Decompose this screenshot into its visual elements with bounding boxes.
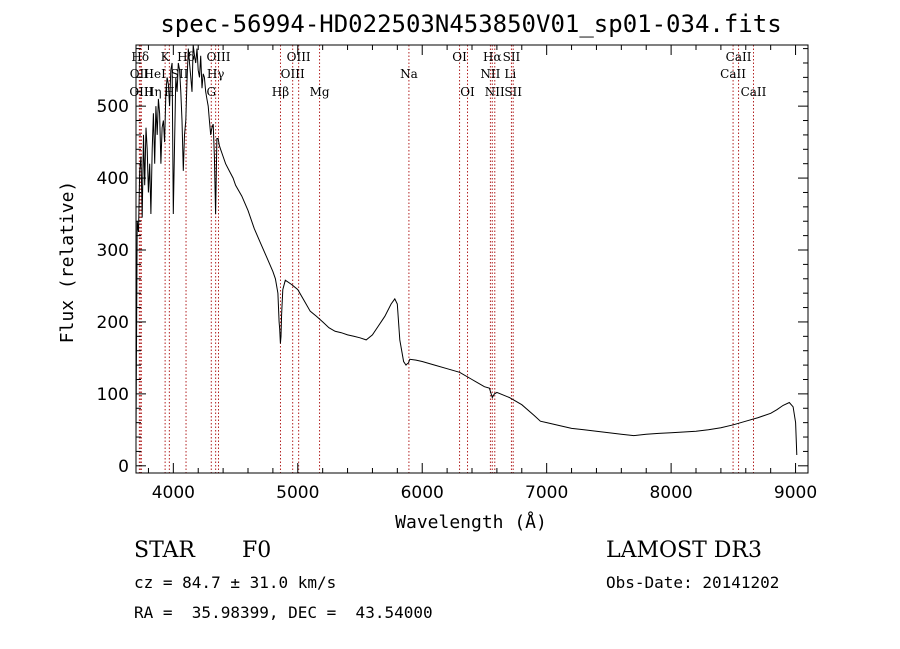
plot-frame <box>135 44 809 474</box>
line-label: Hδ <box>177 50 195 64</box>
y-tick-label: 100 <box>97 385 129 405</box>
line-label: HeI <box>144 67 167 81</box>
line-labels: Hδ OII OIII K HeI Hη SII H Hδ OIII Hγ G OIII OIII Hβ Mg… <box>129 50 766 99</box>
line-label: Hδ <box>131 50 149 64</box>
line-label: Hα <box>483 50 502 64</box>
y-axis-label: Flux (relative) <box>57 181 78 344</box>
axis-ticks: 4000 5000 6000 7000 8000 9000 0 100 200 300 400 500 <box>97 45 817 503</box>
obs-date: Obs-Date: 20141202 <box>606 573 780 592</box>
line-label: Li <box>504 67 516 81</box>
x-tick-label: 6000 <box>401 483 444 503</box>
x-axis-label: Wavelength (Å) <box>395 511 547 533</box>
coordinates: RA = 35.98399, DEC = 43.54000 <box>134 603 433 622</box>
y-tick-label: 300 <box>97 241 129 261</box>
line-label: SII <box>504 85 522 99</box>
line-label: OIII <box>281 67 305 81</box>
line-label: Mg <box>310 85 330 99</box>
cz-value: cz = 84.7 ± 31.0 km/s <box>134 573 337 592</box>
x-tick-label: 7000 <box>525 483 568 503</box>
y-tick-label: 400 <box>97 169 129 189</box>
spectrum-line <box>135 44 798 456</box>
line-label: CaII <box>726 50 752 64</box>
survey-name: LAMOST DR3 <box>606 538 762 563</box>
x-tick-label: 4000 <box>152 483 195 503</box>
line-label: SII <box>171 67 189 81</box>
line-label: Hη <box>144 85 162 99</box>
y-tick-label: 500 <box>97 97 129 117</box>
x-tick-label: 5000 <box>276 483 319 503</box>
line-label: OIII <box>287 50 311 64</box>
line-label: CaII <box>720 67 746 81</box>
y-tick-label: 200 <box>97 313 129 333</box>
line-label: SII <box>503 50 521 64</box>
line-label: H <box>164 85 174 99</box>
line-markers <box>138 45 754 473</box>
object-class: STAR <box>134 538 195 563</box>
line-label: Na <box>400 67 418 81</box>
line-label: Hβ <box>272 85 289 99</box>
line-label: OII <box>130 67 150 81</box>
line-label: OI <box>460 85 475 99</box>
line-label: NII <box>485 85 505 99</box>
line-label: K <box>161 50 171 64</box>
line-label: OIII <box>206 50 230 64</box>
spectral-subclass: F0 <box>242 538 272 563</box>
x-tick-label: 8000 <box>649 483 692 503</box>
line-label: NII <box>480 67 500 81</box>
chart-title: spec-56994-HD022503N453850V01_sp01-034.f… <box>160 10 781 38</box>
line-label: OI <box>452 50 467 64</box>
line-label: Hγ <box>207 67 225 81</box>
line-label: G <box>206 85 216 99</box>
line-label: CaII <box>741 85 767 99</box>
y-tick-label: 0 <box>118 457 129 477</box>
x-tick-label: 9000 <box>774 483 817 503</box>
line-label: OIII <box>129 85 153 99</box>
